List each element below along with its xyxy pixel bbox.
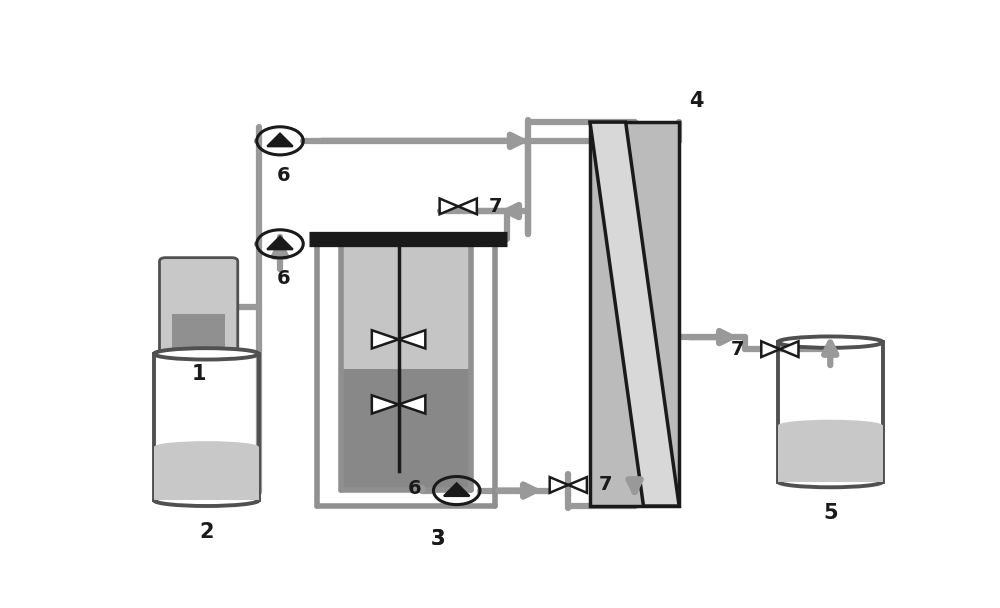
Ellipse shape — [154, 348, 259, 359]
Polygon shape — [440, 199, 458, 214]
Text: 3: 3 — [430, 529, 445, 549]
Polygon shape — [458, 199, 477, 214]
Polygon shape — [780, 341, 798, 357]
Text: 3: 3 — [430, 529, 445, 549]
Polygon shape — [399, 395, 425, 413]
Polygon shape — [372, 330, 399, 348]
Bar — [341, 239, 471, 370]
Text: 1: 1 — [191, 364, 206, 384]
Text: 6: 6 — [277, 167, 291, 185]
Bar — [341, 239, 471, 489]
Ellipse shape — [778, 336, 883, 348]
Polygon shape — [444, 483, 469, 496]
Bar — [317, 239, 495, 516]
Text: 6: 6 — [407, 478, 421, 498]
Text: 7: 7 — [730, 340, 744, 359]
Text: 7: 7 — [489, 197, 502, 216]
Text: 4: 4 — [689, 91, 704, 111]
Bar — [341, 370, 471, 489]
Ellipse shape — [154, 441, 259, 452]
Ellipse shape — [778, 420, 883, 431]
Polygon shape — [399, 330, 425, 348]
Ellipse shape — [778, 476, 883, 487]
FancyBboxPatch shape — [159, 258, 238, 356]
Polygon shape — [590, 122, 679, 506]
Bar — [590, 122, 679, 506]
Polygon shape — [568, 477, 587, 493]
Text: 6: 6 — [277, 269, 291, 288]
Text: 7: 7 — [599, 475, 612, 494]
Text: 5: 5 — [823, 503, 838, 523]
Polygon shape — [267, 134, 293, 147]
Polygon shape — [550, 477, 568, 493]
Polygon shape — [267, 237, 293, 249]
Bar — [778, 426, 883, 482]
Bar — [172, 314, 225, 349]
Polygon shape — [761, 341, 780, 357]
Text: 2: 2 — [199, 522, 214, 542]
Ellipse shape — [154, 495, 259, 506]
Bar — [154, 447, 259, 500]
Polygon shape — [372, 395, 399, 413]
